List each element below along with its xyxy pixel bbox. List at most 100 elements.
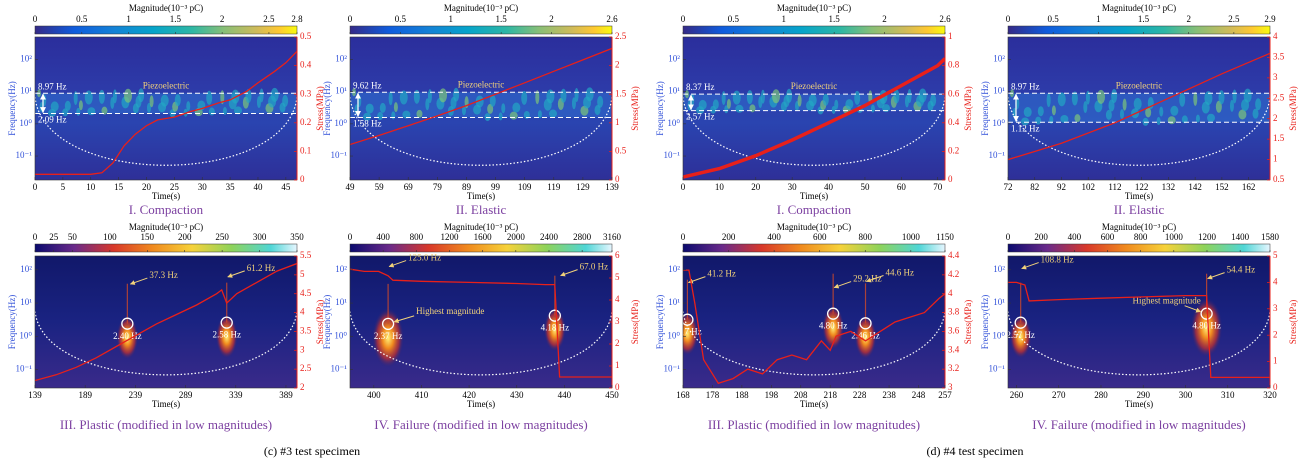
texture [571,97,576,110]
y-tick-label: 10⁻¹ [16,150,33,160]
x-tick-label: 260 [1010,390,1024,400]
y-tick-label: 10⁰ [992,118,1005,128]
scalogram [35,37,297,180]
x-axis-label: Time(s) [800,191,828,201]
texture [124,88,133,103]
texture [365,103,374,114]
x-tick-label: 109 [518,182,532,192]
texture [808,94,817,107]
peak-label: 2.46 Hz [851,330,880,340]
hot-spot [215,314,238,359]
peak-label: 108.8 Hz [1041,255,1074,265]
texture [574,88,579,103]
scalogram [1008,256,1270,388]
x-tick-label: 59 [375,182,385,192]
colorbar-tick-label: 3160 [603,232,622,242]
colorbar-tick-label: 1150 [936,232,954,242]
x-tick-label: 50 [860,182,870,192]
x-tick-label: 35 [226,182,236,192]
texture [498,112,503,121]
x-axis-label: Time(s) [1125,191,1153,201]
y2-tick-label: 3.2 [948,363,959,373]
texture [1051,105,1056,116]
colorbar-tick-label: 50 [68,232,78,242]
y2-tick-label: 2.5 [300,363,312,373]
panel-caption: I. Compaction [777,202,852,217]
y2-tick-label: 2 [1273,329,1278,339]
colorbar-tick-label: 300 [253,232,267,242]
y2-tick-label: 0 [948,174,953,184]
texture [64,100,71,111]
x-tick-label: 400 [367,390,381,400]
texture [594,104,601,115]
y-axis-label: Frequency(Hz) [322,81,332,135]
colorbar-tick-label: 0 [681,14,686,24]
y-tick-label: 10⁻¹ [989,364,1006,374]
y2-axis-label: Stress(MPa) [315,86,325,131]
y-tick-label: 10⁰ [667,118,680,128]
y-tick-label: 10² [993,264,1005,274]
band-label: 9.62 Hz [353,80,382,90]
colorbar-tick-label: 2 [1186,14,1191,24]
texture [1037,106,1044,117]
peak-label: 67.0 Hz [580,262,609,272]
texture [797,94,802,107]
colorbar [1007,25,1271,35]
peak-label: 4.18 Hz [541,323,570,333]
x-tick-label: 82 [1030,182,1039,192]
colorbar [349,243,613,253]
y-axis-label: Frequency(Hz) [980,81,990,135]
peak-label: 2.57 Hz [1006,330,1035,340]
figure-caption: (d) #4 test specimen [927,444,1024,458]
y2-tick-label: 1.5 [615,88,627,98]
texture [112,89,117,104]
y2-axis-label: Stress(MPa) [1288,86,1298,131]
band-label: 8.97 Hz [1011,81,1040,91]
peak-circle [381,317,395,331]
texture [1111,89,1118,104]
y2-tick-label: 4 [615,294,620,304]
texture [1179,92,1186,107]
x-tick-label: 69 [404,182,414,192]
colorbar-tick-label: 400 [376,232,390,242]
x-tick-label: 30 [198,182,208,192]
texture [1204,91,1213,106]
colorbar-label: Magnitude(10⁻³ pC) [444,222,518,232]
texture [560,88,567,103]
y2-tick-label: 5 [615,272,620,282]
x-tick-label: 40 [824,182,834,192]
colorbar-tick-label: 250 [215,232,229,242]
band-name: Piezoelectric [1116,80,1162,90]
x-tick-label: 0 [33,182,38,192]
y2-tick-label: 0.2 [300,117,311,127]
texture [402,110,411,119]
texture [220,90,225,105]
x-tick-label: 10 [715,182,725,192]
colorbar-tick-label: 400 [1068,232,1082,242]
stress-line [35,50,297,175]
peak-label: 41.2 Hz [707,269,736,279]
texture [206,90,213,105]
y2-tick-label: 0 [615,382,620,392]
y2-tick-label: 1 [1273,154,1278,164]
texture [98,89,105,104]
y-tick-label: 10² [20,54,32,64]
hot-spot [1190,297,1223,358]
texture [393,102,398,113]
stress-line [1008,281,1270,379]
peak-label: 54.4 Hz [1227,265,1256,275]
x-tick-label: 20 [751,182,761,192]
texture [882,104,891,113]
texture [489,94,496,107]
x-tick-label: 270 [1052,390,1066,400]
texture [1122,98,1127,111]
stress-line [683,269,945,385]
x-tick-label: 440 [558,390,572,400]
x-tick-label: 290 [1136,390,1150,400]
colorbar-tick-label: 1200 [440,232,459,242]
colorbar-tick-label: 1400 [1231,232,1250,242]
peak-label: 3.17 Hz [673,327,702,337]
texture [822,93,829,106]
texture [1255,98,1262,111]
texture [379,102,386,113]
